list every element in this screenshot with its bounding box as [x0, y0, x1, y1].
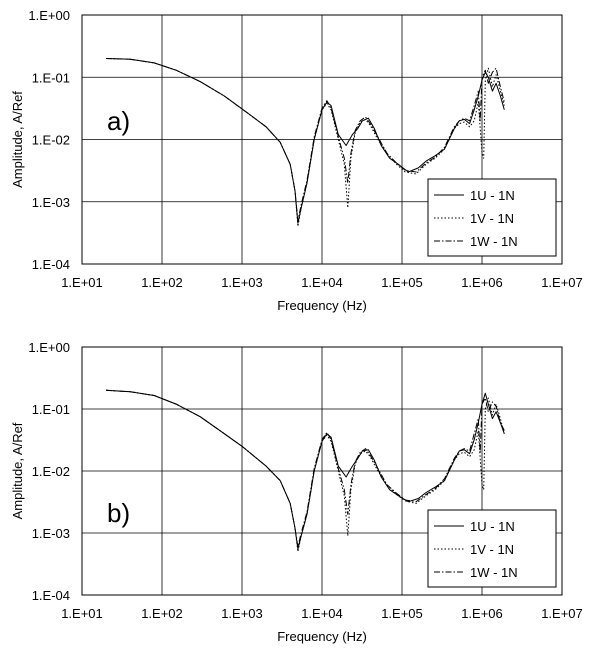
y-tick-label: 1.E-01: [32, 402, 70, 417]
x-tick-label: 1.E+02: [141, 606, 183, 621]
x-tick-label: 1.E+02: [141, 275, 183, 290]
x-tick-label: 1.E+01: [61, 275, 103, 290]
legend-label: 1W - 1N: [470, 565, 518, 580]
y-tick-label: 1.E-03: [32, 526, 70, 541]
legend-label: 1V - 1N: [470, 211, 514, 226]
x-tick-label: 1.E+06: [461, 275, 503, 290]
x-tick-label: 1.E+05: [381, 275, 423, 290]
x-tick-label: 1.E+04: [301, 275, 343, 290]
y-tick-label: 1.E-02: [32, 133, 70, 148]
panel-label: b): [107, 498, 130, 528]
legend-label: 1U - 1N: [470, 519, 515, 534]
plot-frame: [81, 346, 563, 596]
panel-label: a): [107, 106, 130, 136]
plot-frame: [81, 14, 563, 265]
chart-panel-2: 1.E+01 1.E+02 1.E+03 1.E+04 1.E+05 1.E+06 1.E+…: [10, 340, 583, 644]
x-tick-label: 1.E+07: [541, 606, 583, 621]
series-line-3: [106, 389, 505, 548]
y-tick-label: 1.E-03: [32, 195, 70, 210]
y-tick-label: 1.E-02: [32, 464, 70, 479]
x-tick-label: 1.E+05: [381, 606, 423, 621]
legend-label: 1V - 1N: [470, 542, 514, 557]
x-tick-label: 1.E+03: [221, 275, 263, 290]
x-tick-label: 1.E+06: [461, 606, 503, 621]
y-tick-label: 1.E-01: [32, 70, 70, 85]
x-tick-label: 1.E+07: [541, 275, 583, 290]
y-axis-label: Amplitude, A/Ref: [10, 91, 25, 188]
legend-label: 1U - 1N: [470, 188, 515, 203]
legend: 1U - 1N 1V - 1N 1W - 1N: [427, 178, 557, 257]
series-line-1: [106, 389, 505, 550]
legend: 1U - 1N 1V - 1N 1W - 1N: [427, 509, 557, 588]
y-tick-label: 1.E+00: [28, 340, 70, 355]
x-axis-label: Frequency (Hz): [277, 298, 367, 313]
y-axis-label: Amplitude, A/Ref: [10, 422, 25, 519]
series-line-3: [106, 58, 505, 221]
y-tick-label: 1.E-04: [32, 257, 70, 272]
y-tick-label: 1.E+00: [28, 8, 70, 23]
x-tick-label: 1.E+01: [61, 606, 103, 621]
y-tick-label: 1.E-04: [32, 588, 70, 603]
x-tick-label: 1.E+03: [221, 606, 263, 621]
chart-panel-1: 1.E+01 1.E+02 1.E+03 1.E+04 1.E+05 1.E+06 1.E+…: [10, 8, 583, 313]
legend-label: 1W - 1N: [470, 234, 518, 249]
x-tick-label: 1.E+04: [301, 606, 343, 621]
x-axis-label: Frequency (Hz): [277, 629, 367, 644]
